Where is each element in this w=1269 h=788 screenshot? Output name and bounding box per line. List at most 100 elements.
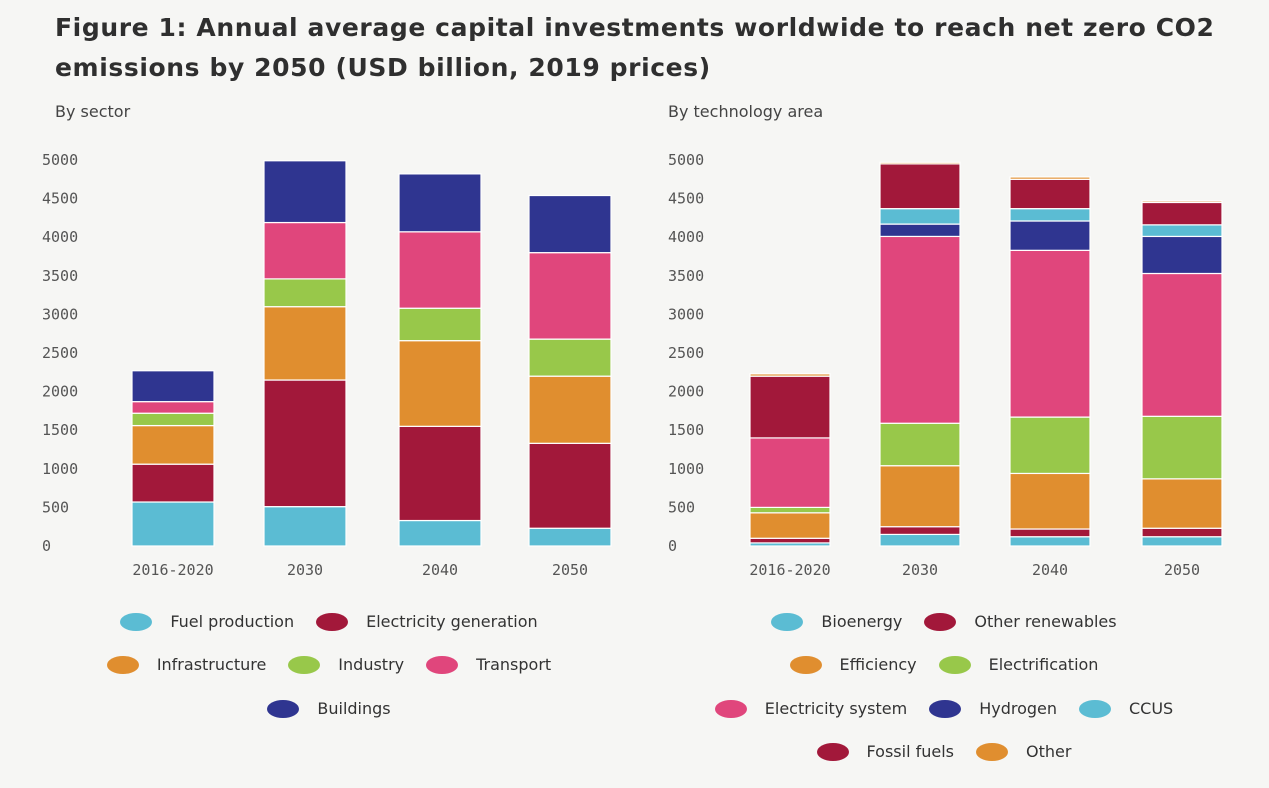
right-bar-segment-hydrogen-2050 [1141,235,1223,275]
right-bar-segment-bioenergy-2030 [879,533,961,547]
right-legend-item: Bioenergy [771,612,902,631]
right-legend-swatch [976,742,1009,761]
left-y-tick-label: 1000 [42,460,78,478]
left-legend-swatch [316,612,349,631]
left-legend-item: Fuel production [120,612,294,631]
right-bar-segment-electrification-2030 [879,422,961,467]
left-bar-segment-fuel-production-2016-2020 [131,501,215,547]
left-bar-segment-buildings-2030 [263,160,347,224]
right-y-tick-label: 4500 [668,190,704,208]
right-legend-row: Electricity system Hydrogen CCUS [714,699,1195,718]
right-bar-segment-other-2016-2020 [749,373,831,377]
right-legend-label: Hydrogen [979,699,1057,718]
right-bar-segment-hydrogen-2040 [1009,220,1091,251]
right-bar-segment-hydrogen-2030 [879,223,961,238]
right-legend-row: Efficiency Electrification [789,655,1121,674]
left-y-tick-label: 4000 [42,228,78,246]
right-legend-swatch [924,612,957,631]
right-y-tick-label: 1000 [668,460,704,478]
right-bar-segment-efficiency-2050 [1141,478,1223,529]
left-bar-segment-transport-2040 [398,231,482,309]
left-bar-segment-infrastructure-2040 [398,340,482,427]
left-y-tick-label: 1500 [42,421,78,439]
right-y-tick-label: 5000 [668,151,704,169]
right-bar-segment-other-renewables-2040 [1009,528,1091,538]
right-bar-segment-fossil-fuels-2050 [1141,201,1223,226]
left-y-tick-label: 2500 [42,344,78,362]
left-legend-swatch [267,699,300,718]
left-bar-segment-buildings-2050 [528,194,612,254]
left-bar-segment-transport-2050 [528,252,612,340]
right-bar-segment-ccus-2040 [1009,208,1091,222]
left-legend-row: Fuel production Electricity generation [120,612,559,631]
left-legend-label: Buildings [317,699,391,718]
right-bar-segment-ccus-2030 [879,208,961,225]
right-bar-segment-electricity-system-2050 [1141,272,1223,417]
right-legend-item: Efficiency [789,655,917,674]
right-bar-segment-fossil-fuels-2030 [879,163,961,210]
left-y-tick-label: 500 [42,498,69,516]
right-y-tick-label: 3000 [668,305,704,323]
left-bar-segment-electricity-generation-2016-2020 [131,463,215,503]
left-legend-swatch [106,655,139,674]
left-bar-segment-electricity-generation-2030 [263,379,347,508]
left-bar-segment-infrastructure-2050 [528,375,612,444]
left-legend-label: Infrastructure [156,655,267,674]
right-y-tick-label: 4000 [668,228,704,246]
right-x-tick-label: 2016-2020 [749,561,830,579]
right-y-tick-label: 500 [668,498,695,516]
right-bar-segment-efficiency-2016-2020 [749,512,831,539]
left-bar-segment-industry-2030 [263,278,347,308]
charts-svg: 0500100015002000250030003500400045005000… [42,151,1223,579]
right-bar-segment-bioenergy-2050 [1141,536,1223,547]
left-legend-item: Transport [426,655,551,674]
right-bar-segment-electricity-system-2016-2020 [749,437,831,509]
right-legend-swatch [789,655,822,674]
left-y-tick-label: 3500 [42,267,78,285]
right-x-tick-label: 2040 [1032,561,1068,579]
left-bar-segment-industry-2016-2020 [131,412,215,427]
right-legend-label: Other renewables [974,612,1117,631]
right-legend-item: Fossil fuels [816,742,954,761]
right-legend-swatch [816,742,849,761]
right-y-tick-label: 1500 [668,421,704,439]
right-bar-segment-electricity-system-2030 [879,235,961,424]
right-legend-label: Electrification [988,655,1099,674]
left-legend-swatch [426,655,459,674]
left-y-tick-label: 3000 [42,305,78,323]
left-legend-row: Infrastructure Industry Transport [106,655,573,674]
left-legend-item: Buildings [267,699,391,718]
left-x-tick-label: 2030 [287,561,323,579]
left-legend-item: Industry [288,655,404,674]
right-chart-subtitle: By technology area [668,102,824,121]
right-legend-swatch [771,612,804,631]
right-bar-segment-other-2050 [1141,200,1223,204]
right-legend-label: Bioenergy [821,612,903,631]
left-bar-segment-electricity-generation-2050 [528,442,612,529]
left-bar-segment-industry-2050 [528,338,612,377]
right-legend-item: Other [976,742,1071,761]
left-bar-segment-infrastructure-2016-2020 [131,424,215,465]
right-bar-segment-electrification-2040 [1009,416,1091,475]
right-bar-segment-electrification-2016-2020 [749,506,831,514]
left-legend-item: Infrastructure [106,655,267,674]
left-x-tick-label: 2040 [422,561,458,579]
right-x-tick-label: 2030 [902,561,938,579]
right-legend-label: CCUS [1129,699,1174,718]
left-y-tick-label: 4500 [42,190,78,208]
right-bar-segment-other-2040 [1009,176,1091,180]
left-bar-segment-industry-2040 [398,307,482,342]
left-legend-label: Industry [338,655,405,674]
right-y-tick-label: 0 [668,537,677,555]
left-bar-segment-electricity-generation-2040 [398,425,482,522]
right-legend-label: Efficiency [839,655,917,674]
left-legend-label: Transport [476,655,552,674]
right-bar-segment-other-renewables-2030 [879,526,961,536]
left-bar-segment-transport-2030 [263,221,347,280]
left-y-tick-label: 5000 [42,151,78,169]
right-legend-swatch [938,655,971,674]
right-legend-item: Electricity system [714,699,907,718]
right-bar-segment-efficiency-2040 [1009,472,1091,530]
right-legend-swatch [1079,699,1111,718]
right-y-tick-label: 3500 [668,267,704,285]
